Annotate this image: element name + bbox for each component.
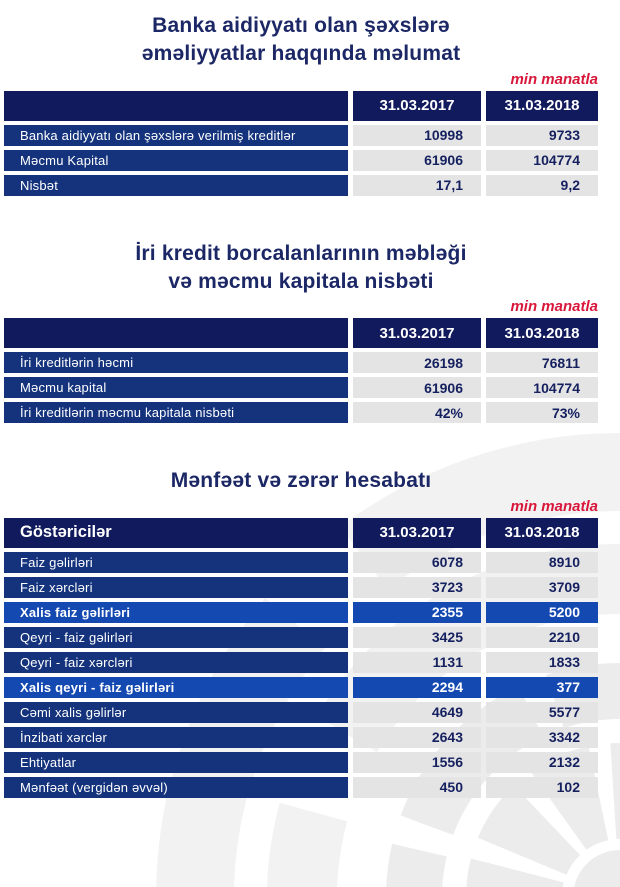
unit-label: min manatla	[510, 497, 598, 515]
table-cell-2018: 2132	[486, 751, 598, 773]
section-title-line1: Mənfəət və zərər hesabatı	[170, 469, 432, 493]
table-cell-2018: 8910	[486, 551, 598, 573]
table-row-label: Məcmu Kapital	[4, 149, 348, 171]
section-title: Banka aidiyyatı olan şəxslərə əməliyyatl…	[4, 12, 598, 69]
table-cell-2017: 3425	[353, 626, 481, 648]
section-title: Mənfəət və zərər hesabatı	[4, 467, 598, 495]
unit-label: min manatla	[510, 70, 598, 88]
table-cell-2017: 1556	[353, 751, 481, 773]
table-cell-2017: 17,1	[353, 174, 481, 196]
table-header-label	[4, 318, 348, 349]
section-title-line1: Banka aidiyyatı olan şəxslərə	[152, 14, 450, 37]
table-cell-2018: 104774	[486, 149, 598, 171]
table-cell-2018: 9,2	[486, 174, 598, 196]
table-cell-2017: 26198	[353, 352, 481, 374]
table-header-2017: 31.03.2017	[353, 90, 481, 121]
table-cell-2018-highlighted: 377	[486, 676, 598, 698]
related-party-table: 31.03.2017 31.03.2018 Banka aidiyyatı ol…	[4, 90, 598, 196]
report-content: Banka aidiyyatı olan şəxslərə əməliyyatl…	[4, 12, 598, 798]
table-row-label: Ehtiyatlar	[4, 751, 348, 773]
table-row-label: Cəmi xalis gəlirlər	[4, 701, 348, 723]
table-row-label: İri kreditlərin məcmu kapitala nisbəti	[4, 402, 348, 424]
table-cell-2017: 2643	[353, 726, 481, 748]
table-cell-2017: 42%	[353, 402, 481, 424]
table-cell-2018: 73%	[486, 402, 598, 424]
table-row-label: Məcmu kapital	[4, 377, 348, 399]
table-cell-2018: 102	[486, 776, 598, 798]
table-cell-2018: 3342	[486, 726, 598, 748]
section-related-party-operations: Banka aidiyyatı olan şəxslərə əməliyyatl…	[4, 12, 598, 196]
table-row-label-highlighted: Xalis faiz gəlirləri	[4, 601, 348, 623]
table-cell-2017: 4649	[353, 701, 481, 723]
section-title: İri kredit borcalanlarının məbləği və mə…	[4, 240, 598, 297]
section-profit-loss: Mənfəət və zərər hesabatı min manatla Gö…	[4, 467, 598, 798]
table-row-label: Qeyri - faiz gəlirləri	[4, 626, 348, 648]
table-header-2017: 31.03.2017	[353, 517, 481, 548]
table-header-label: Göstəricilər	[4, 517, 348, 548]
table-header-2017: 31.03.2017	[353, 318, 481, 349]
table-cell-2018-highlighted: 5200	[486, 601, 598, 623]
profit-loss-table: Göstəricilər 31.03.2017 31.03.2018 Faiz …	[4, 517, 598, 798]
large-credits-table: 31.03.2017 31.03.2018 İri kreditlərin hə…	[4, 318, 598, 424]
table-row-label: İri kreditlərin həcmi	[4, 352, 348, 374]
table-cell-2017: 61906	[353, 377, 481, 399]
table-cell-2018: 2210	[486, 626, 598, 648]
table-cell-2017-highlighted: 2355	[353, 601, 481, 623]
table-cell-2018: 5577	[486, 701, 598, 723]
table-row-label: Nisbət	[4, 174, 348, 196]
table-row-label: Faiz gəlirləri	[4, 551, 348, 573]
table-header-2018: 31.03.2018	[486, 90, 598, 121]
section-title-line2: və məcmu kapitala nisbəti	[168, 270, 434, 294]
unit-label: min manatla	[510, 298, 598, 316]
table-cell-2018: 9733	[486, 124, 598, 146]
table-row-label: Mənfəət (vergidən əvvəl)	[4, 776, 348, 798]
table-cell-2018: 3709	[486, 576, 598, 598]
table-header-2018: 31.03.2018	[486, 318, 598, 349]
table-cell-2018: 1833	[486, 651, 598, 673]
table-header-2018: 31.03.2018	[486, 517, 598, 548]
section-title-line2: əməliyyatlar haqqında məlumat	[141, 42, 461, 66]
table-row-label: İnzibati xərclər	[4, 726, 348, 748]
table-row-label-highlighted: Xalis qeyri - faiz gəlirləri	[4, 676, 348, 698]
table-cell-2017: 1131	[353, 651, 481, 673]
table-cell-2017: 10998	[353, 124, 481, 146]
table-cell-2017: 61906	[353, 149, 481, 171]
table-cell-2017: 3723	[353, 576, 481, 598]
table-header-label	[4, 90, 348, 121]
table-cell-2017: 6078	[353, 551, 481, 573]
table-cell-2018: 104774	[486, 377, 598, 399]
section-title-line1: İri kredit borcalanlarının məbləği	[135, 241, 467, 265]
table-cell-2018: 76811	[486, 352, 598, 374]
table-cell-2017: 450	[353, 776, 481, 798]
section-large-credits: İri kredit borcalanlarının məbləği və mə…	[4, 240, 598, 424]
table-row-label: Faiz xərcləri	[4, 576, 348, 598]
table-cell-2017-highlighted: 2294	[353, 676, 481, 698]
table-row-label: Banka aidiyyatı olan şəxslərə verilmiş k…	[4, 124, 348, 146]
table-row-label: Qeyri - faiz xərcləri	[4, 651, 348, 673]
